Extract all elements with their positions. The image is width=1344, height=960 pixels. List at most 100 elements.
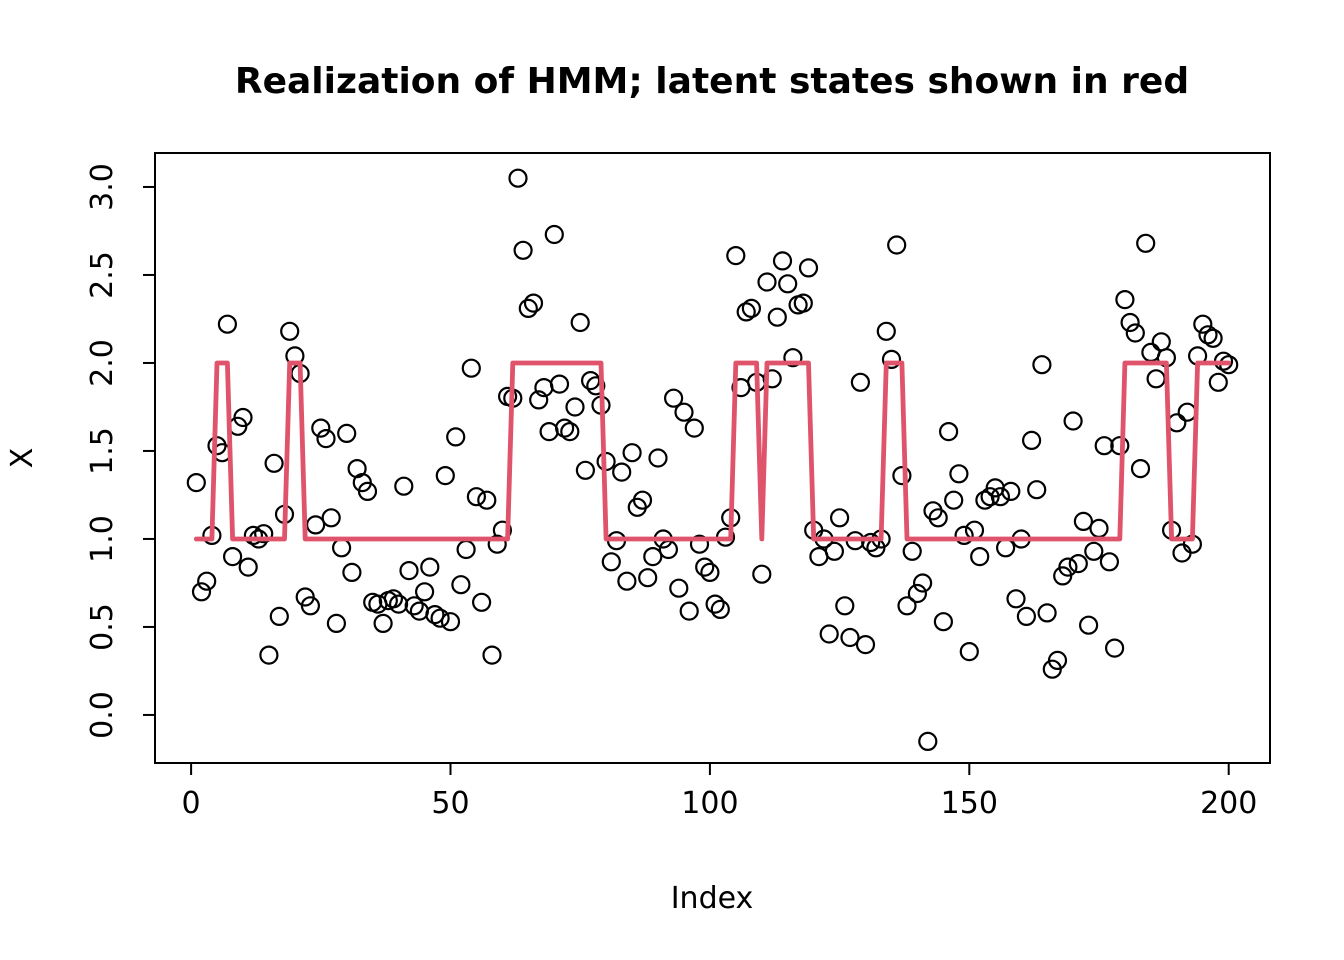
data-point <box>217 314 237 334</box>
data-point <box>1089 518 1109 539</box>
data-point <box>300 596 320 616</box>
data-point <box>1136 233 1156 253</box>
data-point <box>954 525 974 546</box>
data-point <box>389 594 409 614</box>
y-tick-label: 0.5 <box>85 603 120 651</box>
data-point <box>840 627 860 648</box>
data-point <box>1198 325 1218 345</box>
data-point <box>928 508 948 528</box>
data-point <box>539 422 559 442</box>
data-point <box>357 481 378 501</box>
data-point <box>311 418 331 438</box>
y-tick-label: 3.0 <box>85 163 120 211</box>
data-point <box>1208 372 1228 392</box>
x-tick-label: 100 <box>681 786 738 821</box>
data-point <box>544 224 564 245</box>
axes: 0 50 100 150 200 0.0 0.5 1.0 1.5 2.0 2.5 3.0 <box>85 163 1257 821</box>
data-point <box>741 298 762 318</box>
data-point <box>617 571 637 591</box>
data-point <box>435 466 455 486</box>
data-point <box>824 541 845 561</box>
data-point <box>549 374 570 394</box>
data-point <box>861 532 881 553</box>
data-point <box>430 608 450 628</box>
scatter-points <box>186 168 1239 752</box>
data-point <box>560 422 580 442</box>
data-point <box>243 525 263 546</box>
data-point <box>580 371 601 391</box>
data-point <box>970 546 990 567</box>
data-point <box>477 490 497 510</box>
data-point <box>264 453 284 473</box>
data-point <box>829 508 850 528</box>
data-point <box>632 490 653 510</box>
data-point <box>959 641 979 662</box>
data-point <box>1058 557 1078 577</box>
data-point <box>679 601 699 621</box>
data-point <box>669 578 689 598</box>
data-point <box>529 390 549 410</box>
data-point <box>658 539 679 560</box>
data-point <box>425 604 445 625</box>
data-point <box>881 349 902 369</box>
data-point <box>1037 603 1057 623</box>
data-point <box>1177 402 1197 422</box>
data-point <box>554 418 575 438</box>
data-point <box>440 612 461 632</box>
data-point <box>1006 589 1026 609</box>
data-point <box>306 515 326 535</box>
data-point <box>523 293 544 313</box>
y-axis-title: X <box>5 448 40 469</box>
data-point <box>1120 312 1140 333</box>
data-point <box>1193 314 1213 334</box>
data-point <box>1130 459 1151 479</box>
data-point <box>197 571 217 591</box>
data-point <box>944 490 964 510</box>
data-point <box>446 427 466 447</box>
latent-state-line <box>193 360 1232 542</box>
data-point <box>819 624 839 644</box>
y-tick-label: 2.0 <box>85 339 120 387</box>
data-point <box>518 298 538 318</box>
data-point <box>798 258 819 278</box>
data-point <box>736 302 756 322</box>
data-point <box>342 562 362 583</box>
data-point <box>949 464 969 484</box>
data-point <box>778 274 798 294</box>
data-point <box>726 246 746 266</box>
data-point <box>892 466 912 486</box>
data-point <box>887 235 907 255</box>
data-point <box>855 634 876 655</box>
data-point <box>472 592 492 612</box>
data-point <box>399 560 419 581</box>
chart-title: Realization of HMM; latent states shown … <box>235 61 1189 102</box>
data-point <box>933 612 954 632</box>
data-point <box>321 508 341 528</box>
data-point <box>907 583 928 604</box>
data-point <box>191 582 212 602</box>
x-tick-label: 200 <box>1200 786 1257 821</box>
data-point <box>1110 436 1130 456</box>
data-point <box>415 582 435 602</box>
data-point <box>1099 552 1120 572</box>
data-point <box>1063 411 1083 431</box>
data-point <box>269 606 289 627</box>
data-point <box>918 731 938 752</box>
y-tick-label: 0.0 <box>85 691 120 739</box>
data-point <box>513 240 533 260</box>
data-point <box>233 407 253 428</box>
data-point <box>394 476 414 496</box>
data-point <box>897 596 917 616</box>
data-point <box>1073 511 1094 532</box>
data-point <box>648 448 668 468</box>
data-point <box>638 568 658 588</box>
x-tick-label: 150 <box>941 786 998 821</box>
x-tick-label: 50 <box>431 786 469 821</box>
data-point <box>1001 481 1021 501</box>
data-point <box>420 557 440 577</box>
data-point <box>995 538 1016 558</box>
data-point <box>601 552 621 572</box>
data-point <box>482 645 502 665</box>
data-point <box>456 539 476 560</box>
